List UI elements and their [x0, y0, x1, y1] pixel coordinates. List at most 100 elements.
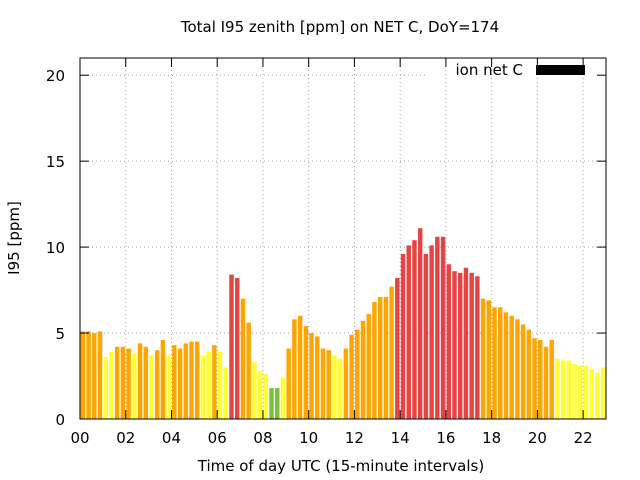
bar: [172, 345, 177, 419]
bar: [217, 351, 223, 419]
bar: [286, 348, 291, 419]
plot-frame: [79, 57, 607, 420]
x-tick-label: 16: [436, 429, 455, 447]
y-tick-labels: 0 5 10 15 20: [46, 67, 65, 429]
bar: [509, 315, 514, 419]
bar: [309, 333, 314, 419]
bar: [103, 357, 108, 419]
bar: [475, 276, 480, 419]
bar: [320, 348, 326, 419]
bar: [189, 341, 194, 419]
bar: [257, 370, 263, 419]
bar: [240, 298, 246, 419]
bar: [429, 245, 434, 419]
bar: [92, 333, 97, 419]
bar: [440, 236, 446, 419]
bar: [297, 315, 303, 419]
x-tick-label: 00: [70, 429, 89, 447]
bar: [132, 353, 137, 419]
bar: [395, 278, 400, 419]
x-tick-label: 06: [208, 429, 227, 447]
bar: [326, 350, 331, 419]
legend-swatch: [536, 65, 585, 75]
chart-title: Total I95 zenith [ppm] on NET C, DoY=174: [180, 18, 499, 36]
x-tick-labels: 00 02 04 06 08 10 12 14 16 18 20 22: [70, 429, 592, 447]
bar: [526, 329, 532, 419]
bar: [435, 236, 440, 419]
bar: [463, 267, 469, 419]
legend: ion net C: [456, 61, 585, 79]
x-tick-label: 22: [574, 429, 593, 447]
bar: [149, 355, 154, 419]
bar: [109, 351, 114, 419]
bar: [366, 314, 371, 419]
bar: [532, 338, 537, 419]
bar: [212, 345, 217, 419]
bar: [206, 351, 211, 419]
bar: [423, 253, 429, 419]
bar: [543, 346, 549, 419]
bar: [549, 339, 554, 419]
bar: [412, 240, 417, 419]
bar: [492, 307, 497, 419]
bar: [555, 358, 560, 419]
bar: [234, 278, 240, 419]
bar: [486, 300, 492, 419]
bar: [377, 296, 383, 419]
bar: [349, 334, 354, 419]
y-tick-label: 20: [46, 67, 65, 85]
bar: [446, 264, 452, 419]
bar: [389, 286, 394, 419]
bars: [80, 228, 606, 419]
bar: [292, 319, 297, 419]
bar: [303, 326, 309, 419]
bar: [560, 360, 566, 419]
bar: [520, 324, 526, 419]
bar: [275, 388, 280, 419]
bar: [183, 343, 189, 419]
bar: [589, 369, 594, 419]
bar: [137, 343, 143, 419]
bar: [269, 388, 274, 419]
bar: [246, 322, 251, 419]
bar: [223, 367, 229, 419]
bar: [80, 331, 86, 419]
bar: [578, 365, 583, 419]
y-tick-label: 10: [46, 239, 65, 257]
y-axis-label: I95 [ppm]: [5, 201, 23, 275]
bar: [280, 377, 286, 419]
bar: [503, 312, 509, 419]
bar: [595, 372, 600, 419]
bar: [120, 346, 126, 419]
bar: [400, 253, 406, 419]
bar: [452, 271, 457, 419]
bar: [497, 307, 503, 419]
bar: [200, 355, 206, 419]
bar: [355, 329, 360, 419]
bar: [229, 274, 234, 419]
bar: [583, 365, 589, 419]
ticks: [79, 58, 606, 420]
bar: [383, 296, 389, 419]
bar: [469, 272, 474, 419]
bar: [154, 350, 160, 419]
x-tick-label: 08: [253, 429, 272, 447]
bar: [600, 367, 606, 419]
y-tick-label: 0: [55, 411, 65, 429]
x-tick-label: 02: [116, 429, 135, 447]
bar: [126, 348, 131, 419]
bar: [572, 363, 577, 419]
bar: [515, 319, 520, 419]
x-tick-label: 18: [482, 429, 501, 447]
bar: [263, 374, 269, 419]
x-tick-label: 04: [162, 429, 181, 447]
x-tick-label: 14: [391, 429, 410, 447]
bar: [86, 331, 91, 419]
bar: [372, 302, 377, 419]
bar: [360, 321, 366, 419]
bar: [252, 362, 257, 419]
bar: [166, 355, 171, 419]
legend-label: ion net C: [456, 61, 523, 79]
x-tick-label: 10: [299, 429, 318, 447]
